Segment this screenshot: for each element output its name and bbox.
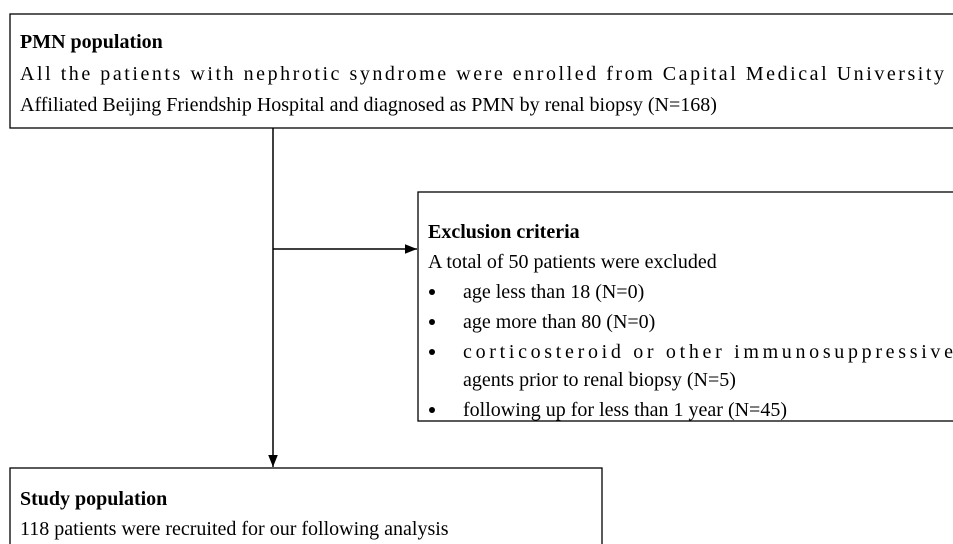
box-text: Affiliated Beijing Friendship Hospital a… — [20, 94, 717, 116]
bullet — [429, 319, 435, 325]
bullet-text: corticosteroid or other immunosuppressiv… — [463, 341, 953, 363]
box-title: Exclusion criteria — [428, 221, 580, 243]
box-title: PMN population — [20, 31, 163, 53]
box-title: Study population — [20, 488, 167, 510]
bullet — [429, 289, 435, 295]
bullet — [429, 349, 435, 355]
box-pmn — [9, 13, 953, 129]
box-text: A total of 50 patients were excluded — [428, 251, 717, 273]
bullet-text: age less than 18 (N=0) — [463, 281, 644, 303]
bullet — [429, 407, 435, 413]
bullet-text: agents prior to renal biopsy (N=5) — [463, 369, 736, 391]
bullet-text: following up for less than 1 year (N=45) — [463, 399, 787, 421]
box-text: All the patients with nephrotic syndrome… — [20, 63, 944, 85]
box-exclusion — [417, 191, 953, 422]
bullet-text: age more than 80 (N=0) — [463, 311, 655, 333]
box-text: 118 patients were recruited for our foll… — [20, 518, 449, 540]
box-study — [9, 467, 603, 544]
